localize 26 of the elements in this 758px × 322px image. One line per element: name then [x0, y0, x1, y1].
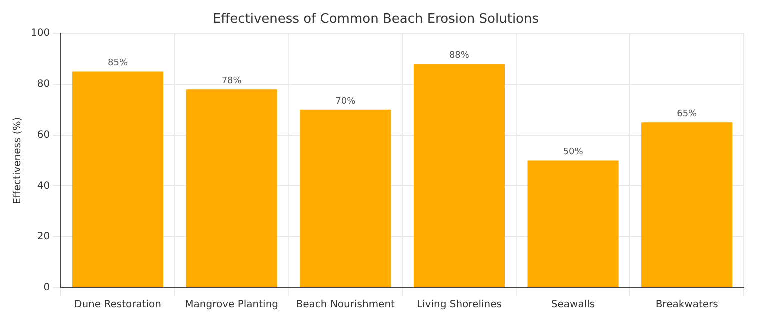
- y-tick-label: 40: [37, 180, 50, 192]
- bar: [186, 90, 278, 288]
- data-label: 50%: [563, 148, 584, 158]
- data-label: 70%: [336, 96, 356, 107]
- x-tick-label: Dune Restoration: [74, 300, 162, 311]
- y-tick-label: 0: [44, 282, 50, 294]
- y-tick-label: 80: [37, 79, 50, 90]
- bar: [642, 122, 733, 288]
- y-axis-title: Effectiveness (%): [12, 117, 24, 204]
- x-tick-label: Living Shorelines: [416, 300, 502, 311]
- y-tick-label: 100: [30, 28, 50, 40]
- data-label: 88%: [449, 50, 470, 61]
- x-tick-label: Beach Nourishment: [296, 300, 396, 311]
- bar: [414, 64, 505, 288]
- x-tick-label: Breakwaters: [656, 300, 718, 311]
- data-label: 85%: [108, 58, 128, 69]
- x-tick-label: Seawalls: [551, 300, 596, 311]
- x-tick-label: Mangrove Planting: [185, 300, 278, 311]
- data-label: 78%: [222, 76, 242, 86]
- bar: [300, 110, 392, 288]
- y-tick-label: 60: [37, 130, 50, 141]
- data-label: 65%: [677, 109, 698, 120]
- bar: [528, 160, 619, 288]
- chart-title: Effectiveness of Common Beach Erosion Solutions: [212, 12, 540, 28]
- bar: [72, 72, 164, 288]
- y-tick-label: 20: [37, 232, 50, 243]
